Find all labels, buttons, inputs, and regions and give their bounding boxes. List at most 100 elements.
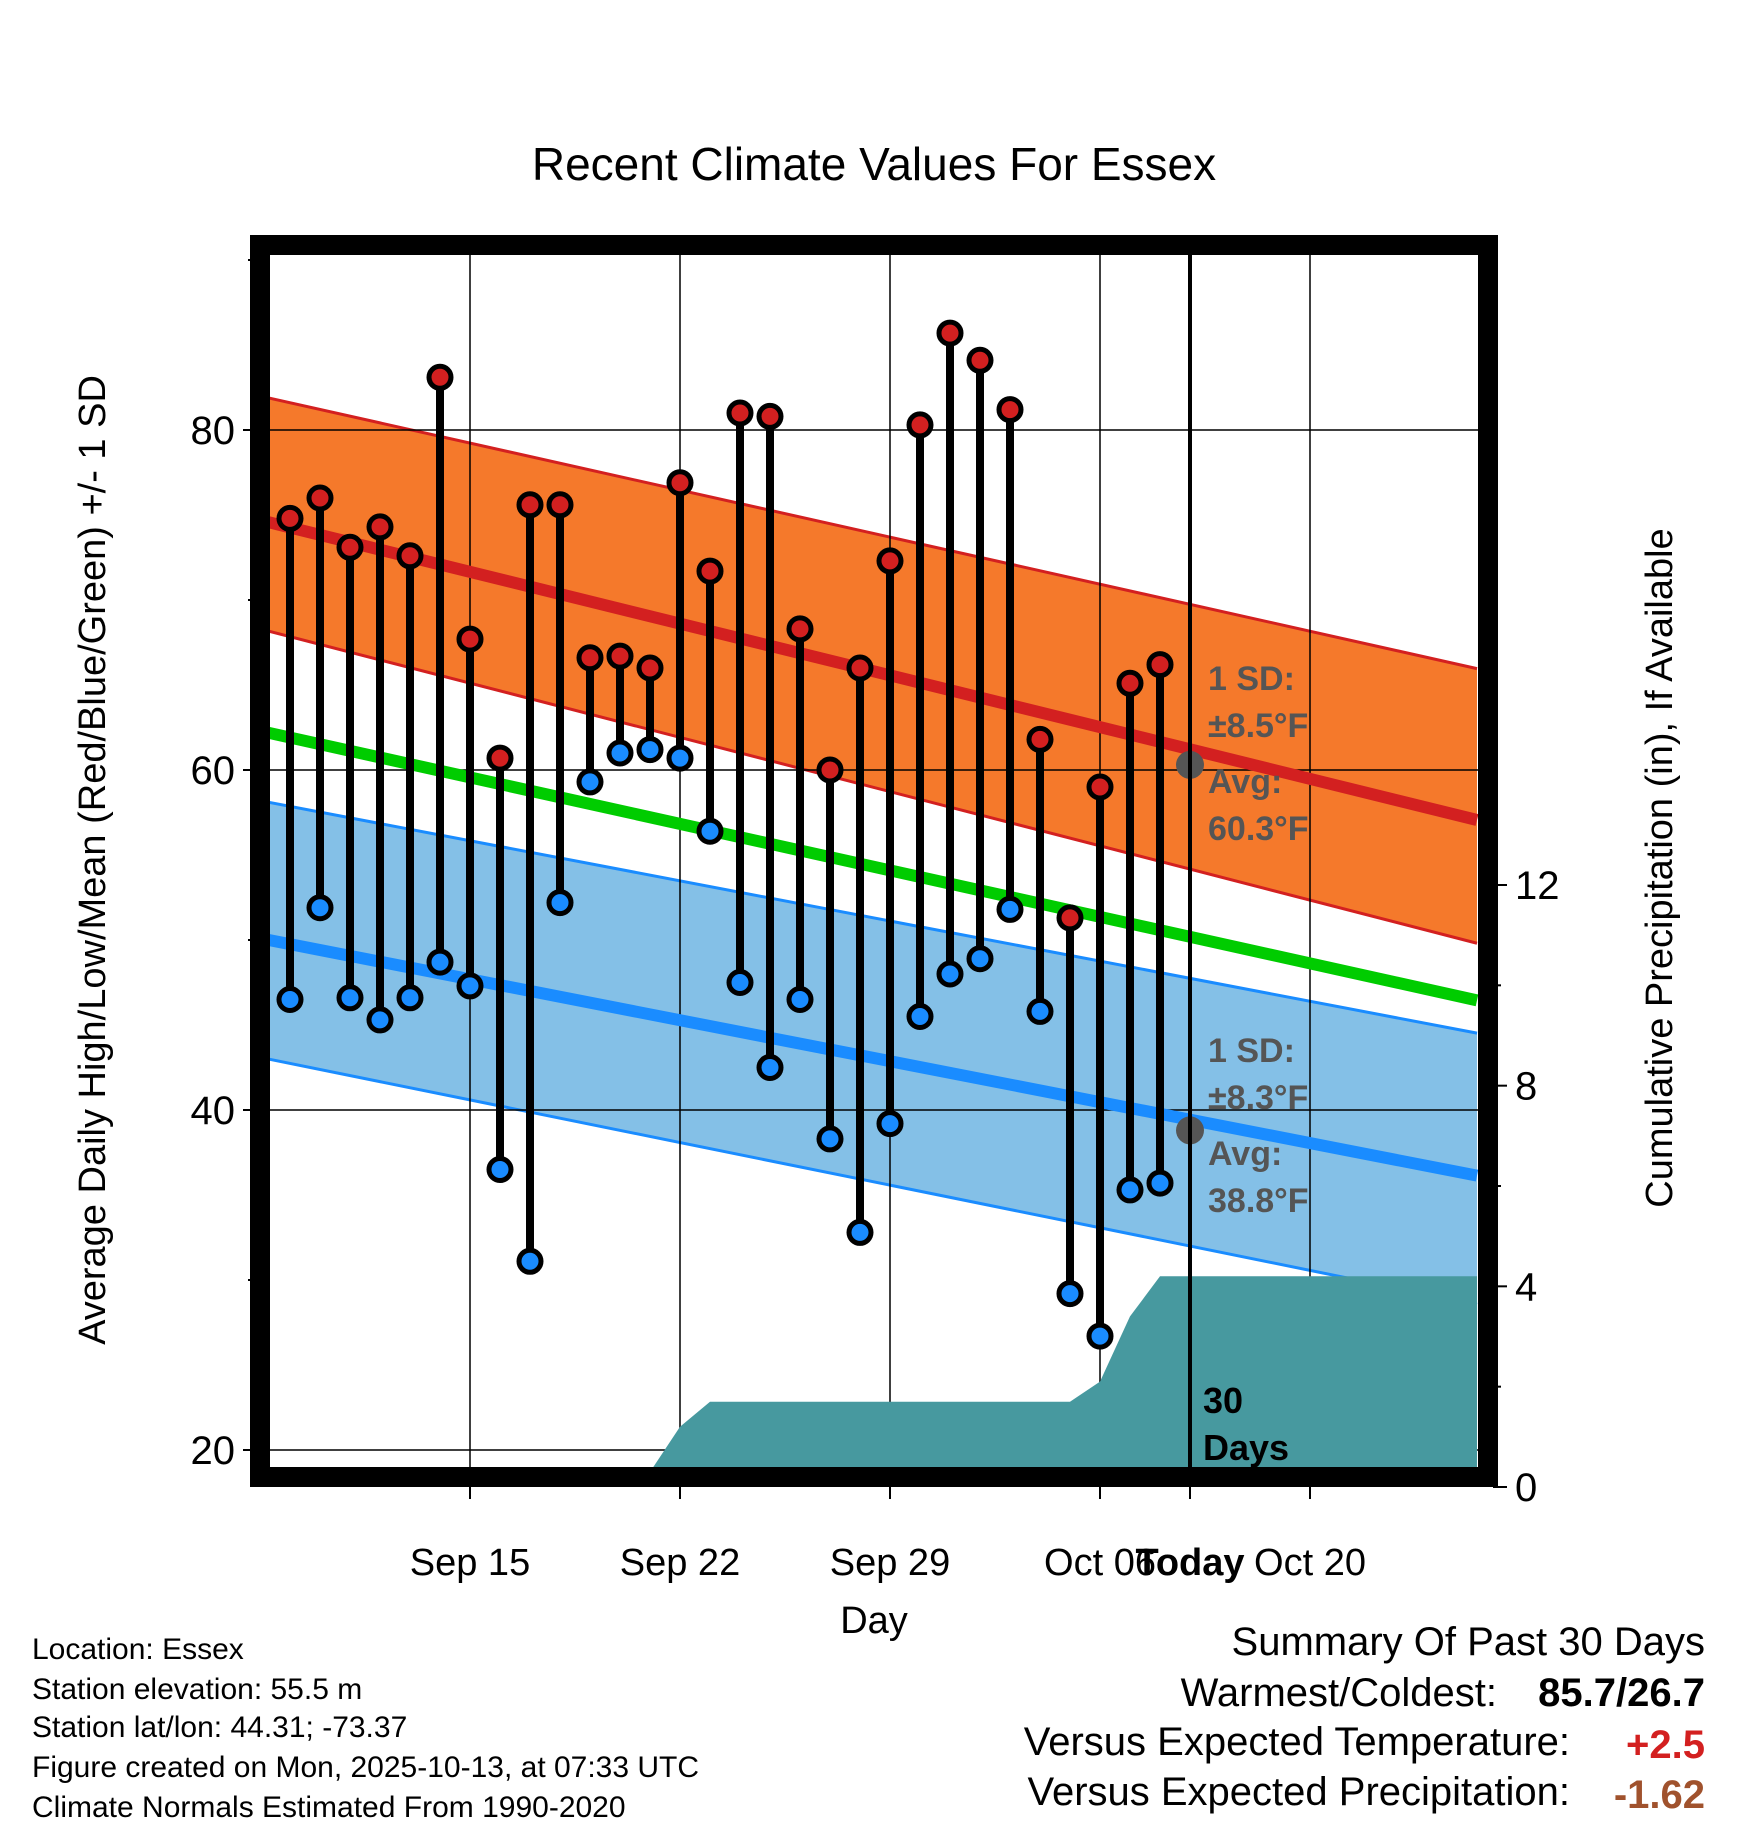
x-tick-label: Sep 29 xyxy=(830,1542,950,1584)
low-sd-upper-edge xyxy=(262,799,1478,1035)
obs-high-point xyxy=(606,642,634,670)
obs-high-point xyxy=(666,469,694,497)
obs-high-point xyxy=(1026,725,1054,753)
obs-high-point xyxy=(816,756,844,784)
x-tick-label: Oct 20 xyxy=(1254,1542,1366,1584)
obs-high-point xyxy=(996,396,1024,424)
obs-low-point xyxy=(1026,997,1054,1025)
low-sd-value: ±8.3°F xyxy=(1208,1079,1308,1117)
y-tick-label: 40 xyxy=(191,1089,236,1133)
obs-high-point xyxy=(786,615,814,643)
high-sd-lower-edge xyxy=(262,628,1478,945)
low-avg-label: Avg: xyxy=(1208,1135,1282,1173)
obs-high-point xyxy=(576,644,604,672)
obs-high-point xyxy=(876,547,904,575)
obs-low-point xyxy=(906,1003,934,1030)
summary-warm-cold-label: Warmest/Coldest: xyxy=(1181,1671,1497,1715)
obs-low-point xyxy=(846,1218,874,1246)
obs-high-point xyxy=(306,484,334,512)
summary-temp-value: +2.5 xyxy=(1626,1723,1705,1767)
obs-low-point xyxy=(966,945,994,973)
obs-high-point xyxy=(846,654,874,682)
obs-low-point xyxy=(756,1054,784,1081)
y2-tick-label: 12 xyxy=(1515,864,1560,908)
obs-low-point xyxy=(666,744,694,772)
obs-low-point xyxy=(606,739,634,767)
obs-low-point xyxy=(396,984,424,1012)
obs-high-point xyxy=(426,363,454,391)
obs-high-point xyxy=(756,402,784,430)
obs-high-point xyxy=(276,504,304,532)
footer-created: Figure created on Mon, 2025-10-13, at 07… xyxy=(32,1751,699,1784)
obs-low-point xyxy=(876,1110,904,1138)
y2-axis-label: Cumulative Precipitation (in), If Availa… xyxy=(1639,528,1681,1207)
obs-low-point xyxy=(456,972,484,1000)
footer-location: Location: Essex xyxy=(32,1633,244,1666)
obs-high-point xyxy=(1146,651,1174,679)
obs-low-point xyxy=(366,1006,394,1034)
obs-high-point xyxy=(696,557,724,585)
x-tick-label: Sep 15 xyxy=(410,1542,530,1584)
y2-tick-label: 4 xyxy=(1515,1265,1537,1309)
obs-high-point xyxy=(516,491,544,519)
obs-low-point xyxy=(486,1156,514,1183)
obs-low-point xyxy=(816,1125,844,1153)
precip-area xyxy=(263,1276,1477,1487)
obs-low-point xyxy=(306,894,334,922)
obs-low-point xyxy=(336,984,364,1012)
obs-high-point xyxy=(726,399,754,427)
obs-high-point xyxy=(486,744,514,772)
obs-high-point xyxy=(1056,904,1084,932)
high-avg-label: Avg: xyxy=(1208,763,1282,801)
obs-high-point xyxy=(336,533,364,561)
obs-high-point xyxy=(456,625,484,653)
summary-warm-cold-value: 85.7/26.7 xyxy=(1538,1671,1705,1715)
obs-high-point xyxy=(906,411,934,439)
y-tick-label: 80 xyxy=(191,409,236,453)
obs-high-point xyxy=(636,654,664,682)
obs-high-point xyxy=(396,542,424,570)
footer-normals: Climate Normals Estimated From 1990-2020 xyxy=(32,1791,626,1824)
y-tick-label: 60 xyxy=(191,749,236,793)
obs-high-point xyxy=(1086,773,1114,801)
obs-low-point xyxy=(786,986,814,1013)
high-sd-value: ±8.5°F xyxy=(1208,707,1308,745)
low-annotation: 1 SD: ±8.3°F Avg: 38.8°F xyxy=(1208,1032,1309,1220)
high-sd-upper-edge xyxy=(262,395,1478,671)
y2-tick-label: 0 xyxy=(1515,1466,1537,1510)
obs-high-point xyxy=(1116,669,1144,697)
today-tick-label: Today xyxy=(1135,1542,1244,1584)
summary-panel: Summary Of Past 30 Days Warmest/Coldest:… xyxy=(1024,1620,1705,1817)
x-tick-label: Oct 06 xyxy=(1044,1542,1156,1584)
obs-high-point xyxy=(966,346,994,374)
y2-tick-label: 8 xyxy=(1515,1065,1537,1109)
high-sd-label: 1 SD: xyxy=(1208,660,1295,698)
summary-precip-label: Versus Expected Precipitation: xyxy=(1027,1770,1570,1814)
obs-low-point xyxy=(576,768,604,796)
obs-low-point xyxy=(636,736,664,764)
footer-elevation: Station elevation: 55.5 m xyxy=(32,1673,362,1706)
obs-low-point xyxy=(1086,1322,1114,1350)
precip-label-line1: 30 xyxy=(1203,1380,1243,1421)
summary-title: Summary Of Past 30 Days xyxy=(1232,1620,1705,1664)
x-tick-label: Sep 22 xyxy=(620,1542,740,1584)
y-axis-label: Average Daily High/Low/Mean (Red/Blue/Gr… xyxy=(72,375,114,1345)
footer-latlon: Station lat/lon: 44.31; -73.37 xyxy=(32,1711,407,1744)
obs-high-point xyxy=(366,513,394,541)
obs-low-point xyxy=(696,817,724,845)
plot-frame xyxy=(250,235,1498,1487)
high-annotation: 1 SD: ±8.5°F Avg: 60.3°F xyxy=(1208,660,1309,848)
obs-low-point xyxy=(996,895,1024,923)
obs-low-point xyxy=(516,1247,544,1275)
obs-low-point xyxy=(1116,1176,1144,1204)
summary-precip-value: -1.62 xyxy=(1614,1773,1705,1817)
obs-low-point xyxy=(1056,1280,1084,1308)
mean-normal-line xyxy=(261,725,1479,1007)
low-avg-value: 38.8°F xyxy=(1208,1182,1309,1220)
obs-high-point xyxy=(546,491,574,519)
obs-high-point xyxy=(936,319,964,347)
high-avg-value: 60.3°F xyxy=(1208,810,1309,848)
obs-low-point xyxy=(276,986,304,1013)
x-axis-label: Day xyxy=(840,1600,908,1642)
